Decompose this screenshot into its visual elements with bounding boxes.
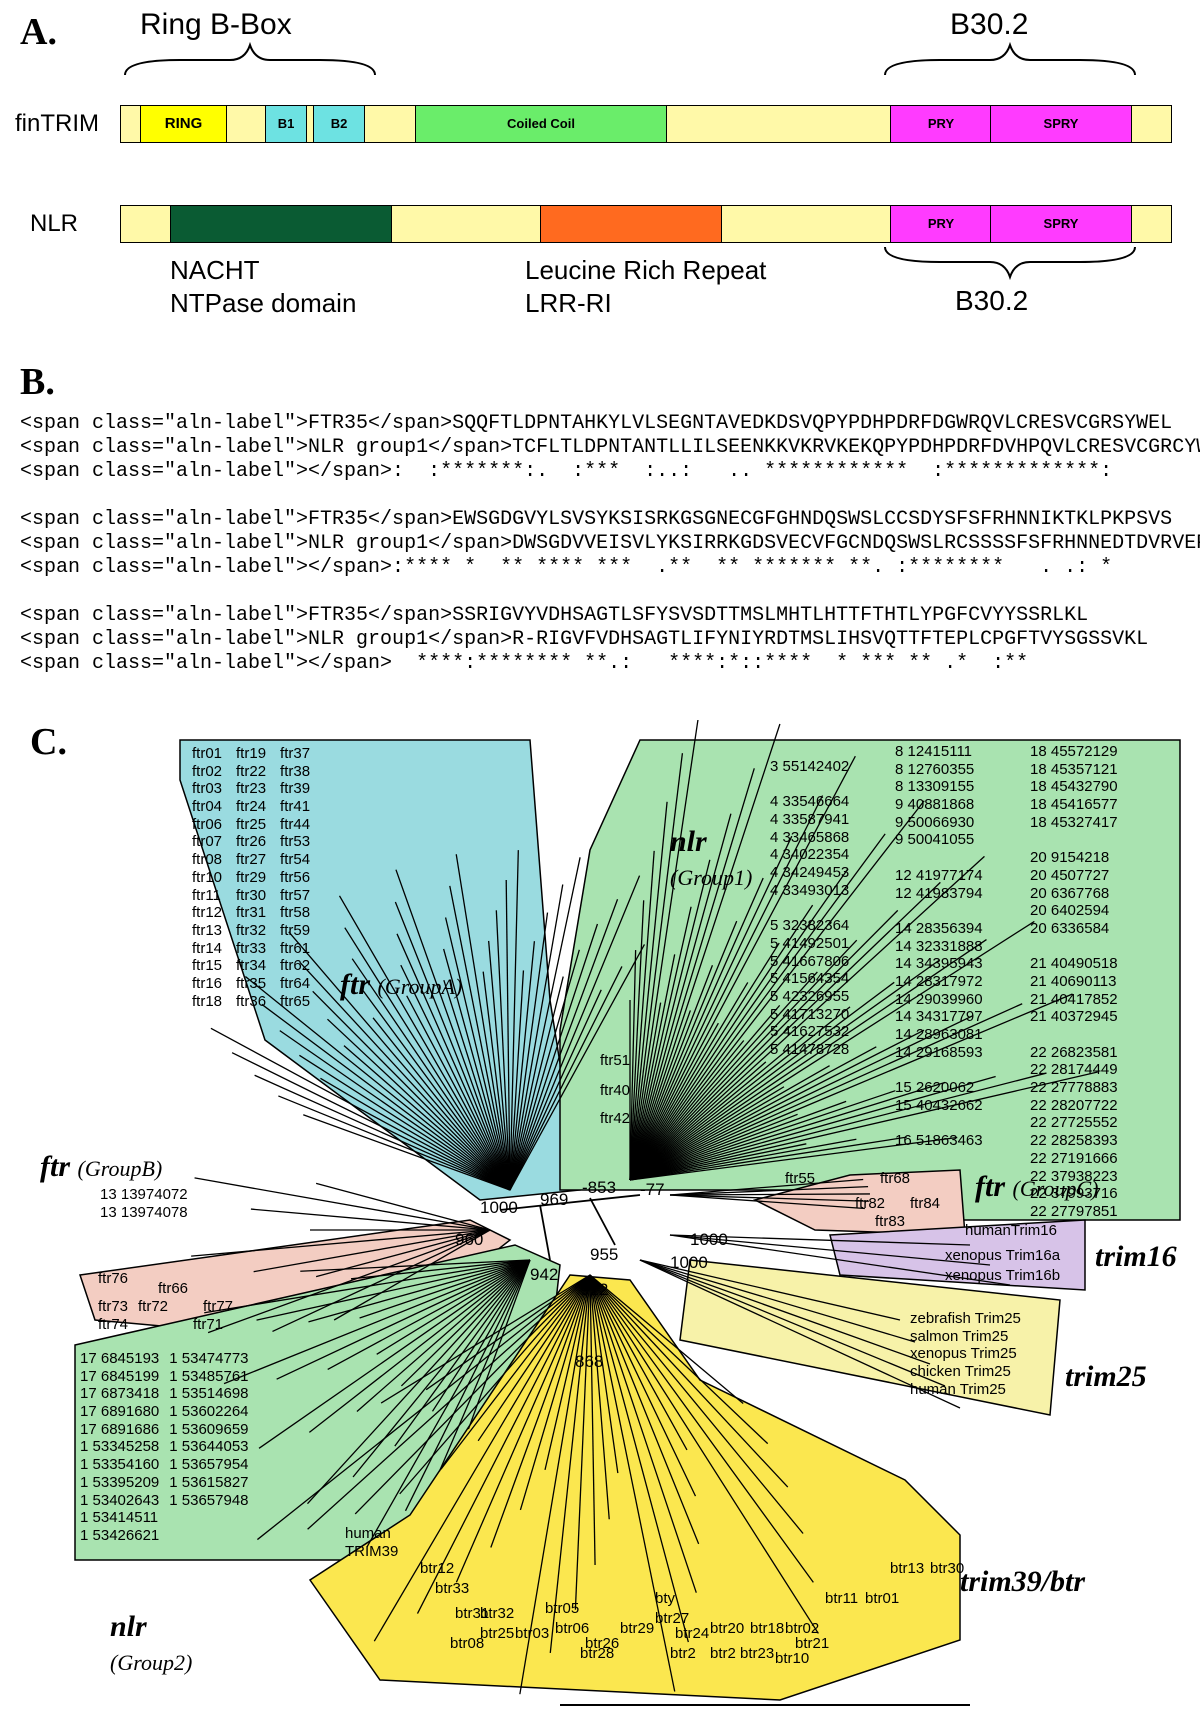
bootstrap-969: 969 bbox=[540, 1190, 568, 1210]
panel-a: A. Ring B-Box B30.2 finTRIM RING B1 B2 C… bbox=[20, 10, 1180, 54]
ftrC-82: ftr82 bbox=[855, 1195, 885, 1213]
figure-root: A. Ring B-Box B30.2 finTRIM RING B1 B2 C… bbox=[0, 0, 1200, 1727]
nlr2-taxa: 17 684519317 684519917 687341817 6891680… bbox=[80, 1350, 380, 1545]
panel-b: B. <span class="aln-label">FTR35</span>S… bbox=[20, 360, 1180, 676]
bootstrap-955: 955 bbox=[590, 1245, 618, 1265]
bootstrap-960: 960 bbox=[455, 1230, 483, 1250]
b2-domain: B2 bbox=[313, 105, 365, 143]
clade-nlr1-label: nlr(Group1) bbox=[670, 825, 752, 893]
brace-ring-bbox bbox=[120, 40, 380, 90]
clade-trim16-label: trim16 bbox=[1095, 1240, 1177, 1274]
brace-b302-bottom bbox=[880, 242, 1140, 290]
nlr1-ftr42: ftr42 bbox=[600, 1110, 630, 1128]
trim39-taxa: btr12btr33btr31btr32btr03btr25btr08btr05… bbox=[380, 1550, 960, 1690]
pry-domain-2: PRY bbox=[890, 205, 992, 243]
ftrC-55: ftr55 bbox=[785, 1170, 815, 1188]
lrr-sublabel-2: LRR-RI bbox=[525, 288, 612, 319]
panel-a-title-right: B30.2 bbox=[950, 8, 1028, 42]
nacht-sublabel-1: NACHT bbox=[170, 255, 260, 286]
alignment-block: <span class="aln-label">FTR35</span>SQQF… bbox=[20, 412, 1180, 676]
brace-b302-top bbox=[880, 40, 1140, 90]
bootstrap-942: 942 bbox=[530, 1265, 558, 1285]
coiled-coil-domain: Coiled Coil bbox=[415, 105, 667, 143]
b302-sublabel: B30.2 bbox=[955, 285, 1028, 317]
lrr-domain bbox=[540, 205, 722, 243]
ftrC-68: ftr68 bbox=[880, 1170, 910, 1188]
ftrC-84: ftr84 bbox=[910, 1195, 940, 1213]
ftrA-taxa: ftr01ftr02ftr03ftr04ftr06ftr07ftr08ftr10… bbox=[192, 745, 482, 1010]
nlr1-ftr40: ftr40 bbox=[600, 1082, 630, 1100]
nlr1-ftr51: ftr51 bbox=[600, 1052, 630, 1070]
bootstrap-853: -853 bbox=[582, 1178, 616, 1198]
panel-a-title-left: Ring B-Box bbox=[140, 8, 292, 42]
bootstrap-868: 868 bbox=[575, 1352, 603, 1372]
b1-domain: B1 bbox=[265, 105, 307, 143]
trim16-xa: xenopus Trim16a bbox=[945, 1247, 1060, 1265]
lrr-sublabel-1: Leucine Rich Repeat bbox=[525, 255, 766, 286]
nlr1-col3: 18 4557212918 4535712118 4543279018 4541… bbox=[1030, 743, 1118, 1221]
bootstrap-1000b: 1000 bbox=[690, 1230, 728, 1250]
nlr-label: NLR bbox=[30, 210, 78, 238]
trim25-taxa: zebrafish Trim25salmon Trim25xenopus Tri… bbox=[910, 1310, 1021, 1398]
spry-domain-1: SPRY bbox=[990, 105, 1132, 143]
spry-domain-2: SPRY bbox=[990, 205, 1132, 243]
bootstrap-77: -77 bbox=[640, 1180, 665, 1200]
trim16-xb: xenopus Trim16b bbox=[945, 1267, 1060, 1285]
bootstrap-1000c: 1000 bbox=[670, 1253, 708, 1273]
panel-b-label: B. bbox=[20, 360, 1180, 404]
nacht-sublabel-2: NTPase domain bbox=[170, 288, 356, 319]
ring-domain: RING bbox=[140, 105, 227, 143]
ftrB-13b: 13 13974078 bbox=[100, 1204, 188, 1222]
clade-trim25-label: trim25 bbox=[1065, 1360, 1147, 1394]
clade-nlr2-label: nlr(Group2) bbox=[110, 1610, 192, 1678]
bootstrap-912: 912 bbox=[580, 1280, 608, 1300]
nlr1-col2: 8 124151118 127603558 133091559 40881868… bbox=[895, 743, 983, 1150]
panel-c: C. 1000 969 -853 -77 960 942 955 912 100… bbox=[0, 720, 1200, 1720]
trim16-h: humanTrim16 bbox=[965, 1222, 1057, 1240]
clade-trim39-label: trim39/btr bbox=[960, 1565, 1085, 1599]
nlr1-col1: 3 55142402 4 335466644 335879414 3346586… bbox=[770, 758, 849, 1059]
pry-domain-1: PRY bbox=[890, 105, 992, 143]
clade-ftrB-label: ftr (GroupB) bbox=[40, 1150, 162, 1184]
fintrim-label: finTRIM bbox=[15, 110, 99, 138]
ftrC-83: ftr83 bbox=[875, 1213, 905, 1231]
bootstrap-1000a: 1000 bbox=[480, 1198, 518, 1218]
ftrB-13a: 13 13974072 bbox=[100, 1186, 188, 1204]
nacht-domain bbox=[170, 205, 392, 243]
